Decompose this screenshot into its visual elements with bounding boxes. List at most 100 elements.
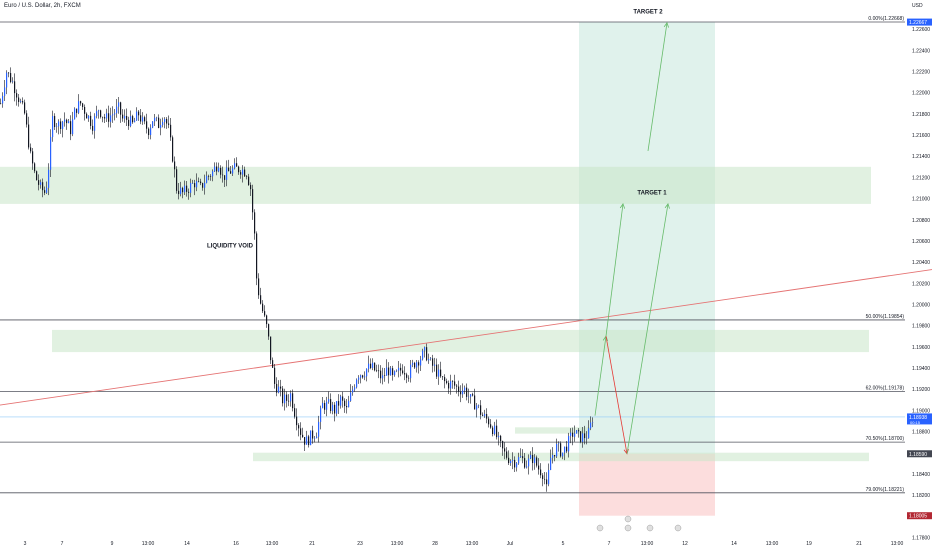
candle-body	[188, 191, 190, 193]
candle-body	[368, 363, 370, 369]
candle-body	[318, 421, 320, 437]
candle-body	[236, 163, 238, 167]
currency-label: USD	[912, 3, 923, 9]
y-tick-7: 1.21200	[912, 175, 930, 181]
candle-body	[186, 185, 188, 192]
candle-body	[24, 102, 26, 114]
x-tick-12: Jul	[507, 541, 513, 547]
flag-icon-3	[646, 524, 654, 532]
y-tick-10: 1.20600	[912, 239, 930, 245]
candle-body	[172, 137, 174, 162]
candle-body	[478, 405, 480, 406]
arrow-up-target2-head	[663, 21, 669, 28]
candle-body	[564, 446, 566, 453]
candle-body	[58, 121, 60, 127]
candle-body	[62, 121, 64, 129]
candle-body	[402, 370, 404, 374]
price-badge-2	[907, 450, 932, 458]
candle-body	[72, 119, 74, 135]
candle-body	[208, 175, 210, 177]
x-tick-15: 13:00	[641, 541, 654, 547]
y-tick-21: 1.18400	[912, 472, 930, 478]
candle-body	[56, 126, 58, 127]
candle-body	[88, 115, 90, 119]
y-tick-3: 1.22000	[912, 91, 930, 97]
candle-body	[46, 187, 48, 193]
candle-body	[334, 404, 336, 414]
candle-body	[134, 120, 136, 123]
candle-body	[114, 113, 116, 115]
y-tick-5: 1.21600	[912, 133, 930, 139]
candle-body	[214, 166, 216, 172]
candle-body	[446, 381, 448, 383]
candle-body	[50, 137, 52, 170]
candle-body	[366, 368, 368, 377]
candle-body	[330, 399, 332, 411]
candle-body	[396, 370, 398, 372]
candle-body	[518, 457, 520, 464]
x-tick-18: 13:00	[766, 541, 779, 547]
candle-body	[102, 116, 104, 118]
candle-body	[178, 190, 180, 195]
candle-body	[384, 375, 386, 376]
x-tick-19: 19	[806, 541, 812, 547]
candle-body	[452, 381, 454, 382]
candle-body	[272, 360, 274, 368]
candle-body	[196, 181, 198, 188]
x-tick-4: 14	[184, 541, 190, 547]
candle-body	[468, 396, 470, 398]
candle-body	[316, 436, 318, 439]
candle-body	[228, 167, 230, 172]
y-tick-4: 1.21800	[912, 112, 930, 118]
candle-body	[494, 425, 496, 435]
candle-body	[590, 422, 592, 429]
arrow-up-target2	[647, 22, 668, 151]
candle-body	[438, 369, 440, 377]
candle-body	[372, 362, 374, 368]
candle-body	[352, 389, 354, 393]
price-badge-text-1: 1.18938	[909, 415, 927, 421]
candle-body	[162, 121, 164, 125]
candle-body	[248, 176, 250, 185]
candle-body	[260, 295, 262, 304]
candle-body	[434, 364, 436, 366]
candle-body	[420, 359, 422, 366]
candle-body	[60, 121, 62, 129]
y-tick-18: 1.19000	[912, 408, 930, 414]
candle-body	[536, 457, 538, 466]
candle-body	[506, 451, 508, 458]
candle-body	[94, 116, 96, 131]
y-tick-19: 1.18800	[912, 430, 930, 436]
candle-body	[310, 430, 312, 446]
candle-body	[262, 303, 264, 312]
candle-body	[110, 115, 112, 122]
candle-body	[314, 438, 316, 439]
y-tick-1: 1.22400	[912, 48, 930, 54]
candle-body	[142, 117, 144, 122]
candle-body	[146, 121, 148, 129]
candle-body	[544, 478, 546, 480]
candle-body	[8, 72, 10, 74]
candle-body	[164, 119, 166, 122]
annotation-2: TARGET 1	[637, 190, 667, 196]
candle-body	[182, 187, 184, 193]
candle-body	[18, 97, 20, 102]
candle-body	[180, 187, 182, 195]
arrow-up-3-head	[664, 203, 670, 209]
flag-icon-1	[596, 524, 604, 532]
candle-body	[278, 386, 280, 393]
candle-body	[80, 101, 82, 104]
candle-body	[226, 167, 228, 180]
candle-body	[450, 381, 452, 389]
candle-body	[34, 163, 36, 172]
candle-body	[566, 446, 568, 452]
x-tick-11: 13:00	[466, 541, 479, 547]
candle-body	[436, 364, 438, 377]
y-tick-16: 1.19400	[912, 366, 930, 372]
candle-body	[488, 418, 490, 425]
candle-body	[184, 185, 186, 193]
candle-body	[132, 116, 134, 123]
candle-body	[150, 127, 152, 136]
candle-body	[26, 113, 28, 125]
